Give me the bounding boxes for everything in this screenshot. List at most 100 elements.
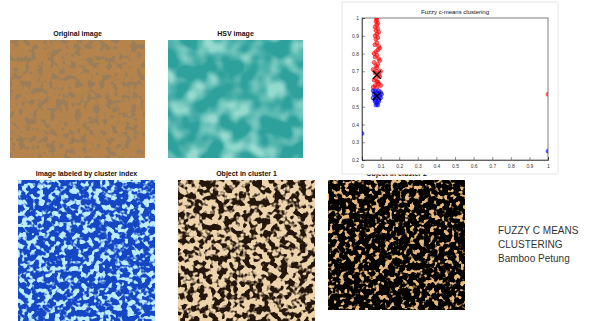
tick-mark	[362, 18, 365, 19]
x-axis: 00.10.20.30.40.50.60.70.80.91	[361, 157, 550, 169]
point	[372, 52, 376, 56]
tick-label: 0.7	[352, 68, 359, 74]
series	[362, 89, 548, 153]
tick-mark	[362, 89, 365, 90]
tick-mark	[548, 157, 549, 160]
point	[375, 80, 379, 84]
panel-title: HSV image	[217, 30, 254, 38]
tick-mark	[418, 157, 419, 160]
tick-mark	[529, 157, 530, 160]
image-base	[10, 40, 145, 158]
tick-mark	[362, 54, 365, 55]
tick-label: 0.6	[471, 163, 478, 169]
caption-line: Bamboo Petung	[498, 253, 570, 264]
point	[377, 57, 381, 61]
image-base	[168, 40, 303, 158]
tick: 0.6	[352, 86, 365, 92]
tick-mark	[455, 157, 456, 160]
image-base	[18, 180, 155, 321]
figure-background	[342, 2, 558, 174]
image-base	[328, 180, 465, 310]
axis-line	[363, 19, 366, 161]
tick-label: 0.3	[415, 163, 422, 169]
point	[375, 66, 379, 70]
tick-label: 0.9	[352, 33, 359, 39]
series	[371, 18, 548, 96]
point	[546, 92, 548, 96]
image-panel: Object in cluster 2	[328, 170, 465, 310]
tick-mark	[381, 157, 382, 160]
tick: 0.9	[526, 157, 533, 169]
panel-title: Image labeled by cluster index	[36, 170, 138, 178]
tick-mark	[362, 71, 365, 72]
image-base	[178, 180, 315, 321]
tick: 0.5	[452, 157, 459, 169]
point	[546, 149, 548, 153]
plot-frame	[362, 18, 548, 160]
tick-mark	[362, 36, 365, 37]
scatter-chart: Fuzzy c-means clustering00.10.20.30.40.5…	[342, 2, 558, 174]
image-texture	[10, 40, 145, 158]
tick: 0.2	[396, 157, 403, 169]
point	[372, 60, 376, 64]
chart-title: Fuzzy c-means clustering	[421, 9, 489, 15]
tick-mark	[399, 157, 400, 160]
tick-label: 0.6	[352, 86, 359, 92]
tick: 0.9	[352, 33, 365, 39]
tick-mark	[362, 125, 365, 126]
tick-label: 0.7	[489, 163, 496, 169]
tick-mark	[362, 107, 365, 108]
tick: 0.6	[471, 157, 478, 169]
image-texture	[18, 180, 155, 321]
tick: 0.7	[489, 157, 496, 169]
panel-title: Object in cluster 1	[216, 170, 277, 178]
tick: 0.5	[352, 104, 365, 110]
tick-label: 0	[361, 163, 364, 169]
tick-mark	[474, 157, 475, 160]
image-panel: Original image	[10, 30, 145, 158]
tick: 0.4	[433, 157, 440, 169]
point	[362, 131, 364, 135]
image-panel: HSV image	[168, 30, 303, 158]
tick: 1	[547, 157, 550, 169]
tick-label: 0.5	[452, 163, 459, 169]
image-panel: Image labeled by cluster index	[18, 170, 155, 321]
image-texture	[178, 180, 315, 321]
tick-label: 0.3	[352, 139, 359, 145]
tick-mark	[492, 157, 493, 160]
tick-label: 0.5	[352, 104, 359, 110]
point	[379, 83, 383, 87]
center-marker	[373, 92, 381, 100]
data-points	[362, 18, 548, 153]
point	[376, 80, 380, 84]
tick-label: 0.9	[526, 163, 533, 169]
tick-label: 1	[547, 163, 550, 169]
series	[373, 71, 381, 100]
tick: 0.3	[352, 139, 365, 145]
tick-label: 0.2	[396, 163, 403, 169]
tick-mark	[362, 142, 365, 143]
image-texture	[168, 40, 303, 158]
point	[377, 44, 381, 48]
tick: 0.3	[415, 157, 422, 169]
tick-label: 0.2	[352, 157, 359, 163]
caption-line: FUZZY C MEANS	[498, 225, 579, 236]
axis-line	[363, 157, 549, 161]
point	[375, 18, 379, 20]
tick: 0.8	[352, 51, 365, 57]
tick: 0.4	[352, 122, 365, 128]
tick-mark	[436, 157, 437, 160]
tick-label: 0.8	[352, 51, 359, 57]
image-texture	[328, 180, 465, 310]
tick-mark	[511, 157, 512, 160]
tick: 0.7	[352, 68, 365, 74]
tick-label: 0.4	[433, 163, 440, 169]
tick-label: 0.8	[508, 163, 515, 169]
caption-line: CLUSTERING	[498, 239, 563, 250]
point	[376, 103, 380, 107]
tick-mark	[362, 160, 365, 161]
tick: 1	[356, 15, 365, 21]
center-marker	[373, 71, 381, 79]
tick: 0.2	[352, 157, 365, 163]
image-panel: Object in cluster 1	[178, 170, 315, 321]
